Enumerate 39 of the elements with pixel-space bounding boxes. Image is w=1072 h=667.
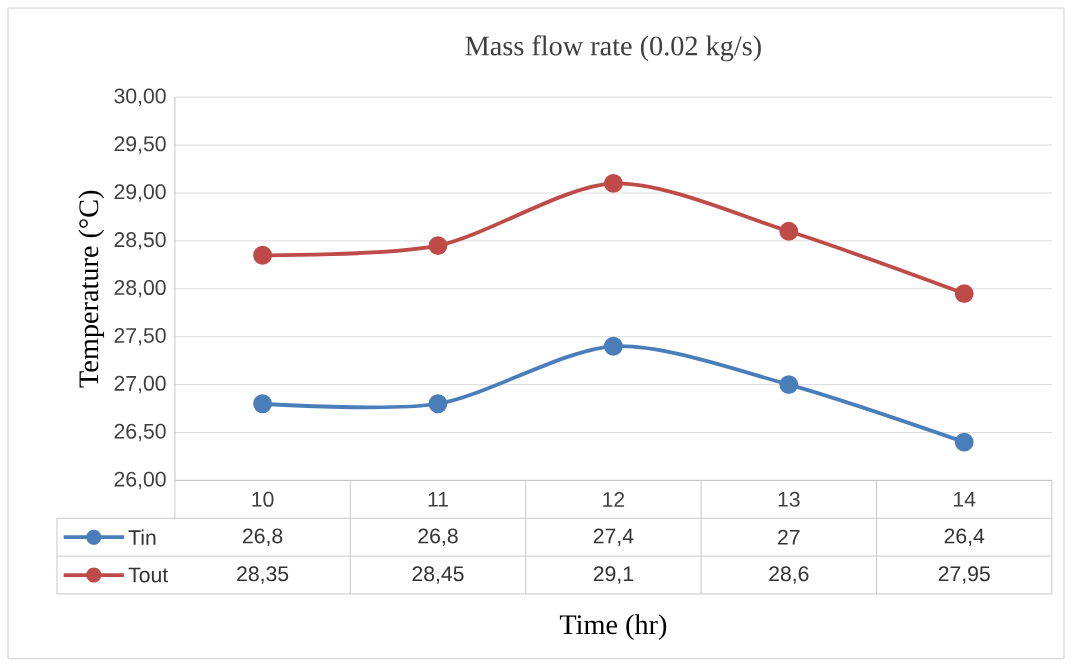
point: [954, 432, 974, 452]
data-label: 26,8: [418, 528, 458, 547]
data-label: 27,95: [938, 566, 990, 584]
y-tick-label: 28,50: [114, 232, 166, 250]
point: [779, 222, 799, 241]
y-tick-label: 26,50: [114, 423, 166, 442]
legend-label: Tout: [128, 567, 169, 583]
data-label: 26,8: [243, 528, 283, 547]
data-label: 27: [778, 529, 800, 545]
point: [253, 394, 272, 414]
point: [428, 236, 448, 256]
legend-label: Tin: [128, 529, 156, 546]
point: [428, 394, 448, 414]
x-tick-label: 11: [428, 492, 448, 507]
point: [253, 245, 272, 265]
y-tick-label: 27,00: [114, 375, 166, 394]
point: [603, 174, 623, 193]
x-tick-label: 14: [954, 492, 976, 507]
x-tick-label: 12: [603, 492, 625, 507]
data-label: 27,4: [593, 528, 634, 547]
y-tick-label: 28,00: [114, 280, 166, 298]
data-label: 29,1: [593, 566, 633, 584]
y-tick-label: 29,50: [114, 136, 166, 154]
y-tick-label: 26,00: [114, 471, 166, 490]
y-axis-title: Temperature (°C): [78, 190, 105, 388]
data-label: 26,4: [944, 528, 985, 547]
y-tick-label: 29,00: [114, 184, 166, 202]
chart-title: Mass flow rate (0.02 kg/s): [465, 35, 761, 62]
point: [954, 284, 974, 304]
data-label: 28,6: [769, 566, 809, 584]
x-tick-label: 13: [778, 491, 800, 508]
data-label: 28,35: [237, 566, 289, 584]
y-tick-label: 30,00: [114, 88, 166, 107]
point: [603, 337, 623, 356]
point: [779, 375, 799, 395]
y-tick-label: 27,50: [114, 328, 166, 346]
data-label: 28,45: [412, 566, 464, 584]
x-axis-title: Time (hr): [559, 614, 667, 641]
x-tick-label: 10: [252, 491, 274, 508]
